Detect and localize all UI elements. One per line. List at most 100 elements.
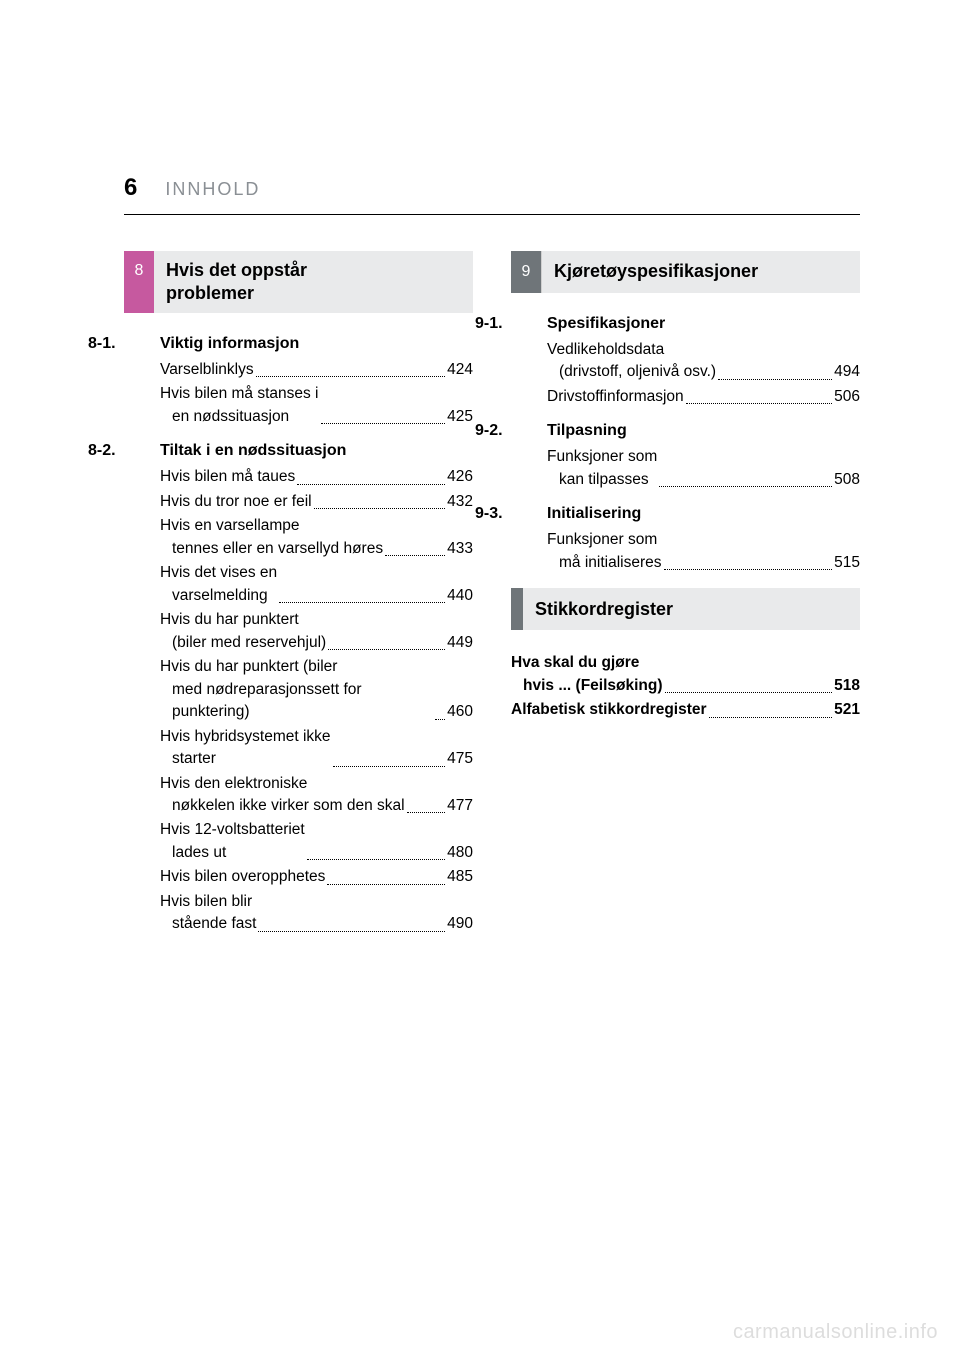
toc-page: 449: [447, 632, 473, 654]
group-title-8-2: 8-2.Tiltak i en nødssituasjon: [124, 442, 473, 460]
toc-page: 433: [447, 538, 473, 560]
toc-label-line2: tennes eller en varsellyd høres: [160, 538, 383, 560]
leader-dots: [665, 692, 833, 693]
toc-label: Hvis 12-voltsbatteriet lades ut: [160, 819, 305, 864]
toc-list-9-1: Vedlikeholdsdata (drivstoff, oljenivå osv…: [511, 339, 860, 408]
section-number-9: 9: [511, 251, 541, 293]
right-column: 9 Kjøretøyspesifikasjoner 9-1.Spesifikas…: [511, 251, 860, 950]
leader-dots: [718, 379, 832, 380]
group-label-8-1: Viktig informasjon: [160, 335, 299, 352]
leader-dots: [327, 884, 445, 885]
section-title-8-line2: problemer: [166, 283, 254, 303]
index-list: Hva skal du gjørehvis ... (Feilsøking)51…: [511, 652, 860, 721]
toc-label-line1: Hvis bilen blir: [160, 893, 252, 910]
section-title-8: Hvis det oppstår problemer: [166, 259, 307, 306]
section-header-index: Stikkordregister: [511, 588, 860, 630]
toc-label: Hvis en varsellampe tennes eller en varse…: [160, 515, 383, 560]
toc-item: Hva skal du gjørehvis ... (Feilsøking)51…: [511, 652, 860, 697]
toc-item: Drivstoffinformasjon506: [547, 386, 860, 408]
group-label-9-2: Tilpasning: [547, 422, 627, 439]
group-num-8-2: 8-2.: [124, 442, 160, 460]
toc-item: Funksjoner somkan tilpasses508: [547, 446, 860, 491]
leader-dots: [659, 486, 832, 487]
group-num-9-1: 9-1.: [511, 315, 547, 333]
toc-label-line1: Vedlikeholdsdata: [547, 341, 664, 358]
toc-item: Hvis bilen overopphetes485: [160, 866, 473, 888]
toc-label-line1: Funksjoner som: [547, 448, 657, 465]
index-title: Stikkordregister: [535, 598, 673, 621]
section-number-8: 8: [124, 251, 154, 313]
toc-label: Funksjoner somkan tilpasses: [547, 446, 657, 491]
leader-dots: [385, 555, 445, 556]
toc-page: 480: [447, 842, 473, 864]
toc-item: Vedlikeholdsdata (drivstoff, oljenivå osv…: [547, 339, 860, 384]
toc-page: 475: [447, 748, 473, 770]
toc-label: Hvis du har punktert (bilermed nødrepara…: [160, 656, 433, 723]
toc-item: Hvis du har punktert (bilermed nødrepara…: [160, 656, 473, 723]
leader-dots: [333, 766, 446, 767]
toc-item: Hvis bilen må stanses ien nødssituasjon4…: [160, 383, 473, 428]
leader-dots: [686, 403, 832, 404]
toc-label: Alfabetisk stikkordregister: [511, 699, 707, 721]
group-label-9-1: Spesifikasjoner: [547, 315, 665, 332]
toc-page: 518: [834, 675, 860, 697]
toc-label-line1: Hvis den elektroniske: [160, 775, 307, 792]
leader-dots: [709, 717, 833, 718]
toc-label: Hvis den elektroniskenøkkelen ikke virke…: [160, 773, 405, 818]
leader-dots: [407, 812, 446, 813]
leader-dots: [256, 376, 446, 377]
toc-label-line2: (biler med reservehjul): [160, 632, 326, 654]
toc-label-line1: Hvis det vises en: [160, 564, 277, 581]
toc-page: 490: [447, 913, 473, 935]
toc-page: 424: [447, 359, 473, 381]
group-title-8-1: 8-1.Viktig informasjon: [124, 335, 473, 353]
toc-label: Funksjoner sommå initialiseres: [547, 529, 662, 574]
section-header-9: 9 Kjøretøyspesifikasjoner: [511, 251, 860, 293]
toc-label: Varselblinklys: [160, 359, 254, 381]
toc-label: Drivstoffinformasjon: [547, 386, 684, 408]
toc-label: Vedlikeholdsdata (drivstoff, oljenivå osv…: [547, 339, 716, 384]
group-num-9-2: 9-2.: [511, 422, 547, 440]
toc-page: 477: [447, 795, 473, 817]
toc-item: Varselblinklys 424: [160, 359, 473, 381]
toc-item: Hvis bilen må taues 426: [160, 466, 473, 488]
toc-item: Hvis du har punktert(biler med reservehj…: [160, 609, 473, 654]
leader-dots: [328, 649, 445, 650]
toc-label: Hvis du tror noe er feil: [160, 491, 312, 513]
toc-page: 425: [447, 406, 473, 428]
toc-page: 426: [447, 466, 473, 488]
header-title: INNHOLD: [165, 179, 260, 200]
toc-label: Hvis bilen overopphetes: [160, 866, 325, 888]
page-number: 6: [124, 174, 137, 202]
toc-label-line1: Hvis du har punktert (biler: [160, 658, 337, 675]
index-tab-stub: [511, 588, 523, 630]
group-num-9-3: 9-3.: [511, 505, 547, 523]
section-title-9: Kjøretøyspesifikasjoner: [554, 260, 758, 283]
group-title-9-1: 9-1.Spesifikasjoner: [511, 315, 860, 333]
toc-item: Hvis hybridsystemet ikkestarter475: [160, 726, 473, 771]
toc-label: Hvis bilen må taues: [160, 466, 295, 488]
toc-label-line2: må initialiseres: [547, 552, 662, 574]
group-label-8-2: Tiltak i en nødssituasjon: [160, 442, 346, 459]
toc-label-line1: Hva skal du gjøre: [511, 654, 639, 671]
section-title-box-8: Hvis det oppstår problemer: [154, 251, 473, 313]
toc-page: 521: [834, 699, 860, 721]
toc-label: Hvis du har punktert(biler med reservehj…: [160, 609, 326, 654]
leader-dots: [297, 484, 445, 485]
leader-dots: [314, 508, 446, 509]
toc-label-line2: lades ut: [160, 842, 305, 864]
toc-label-line1: Hvis en varsellampe: [160, 517, 300, 534]
leader-dots: [664, 569, 833, 570]
section-title-box-9: Kjøretøyspesifikasjoner: [541, 251, 860, 293]
toc-label-line1: Hvis 12-voltsbatteriet: [160, 821, 305, 838]
page-header: 6 INNHOLD: [124, 174, 860, 202]
page: 6 INNHOLD 8 Hvis det oppstår problemer 8…: [0, 0, 960, 1358]
toc-label-line1: Hvis bilen må stanses i: [160, 385, 319, 402]
header-rule: [124, 214, 860, 215]
toc-page: 432: [447, 491, 473, 513]
toc-label-line2: (drivstoff, oljenivå osv.): [547, 361, 716, 383]
toc-item: Alfabetisk stikkordregister 521: [511, 699, 860, 721]
leader-dots: [435, 719, 445, 720]
index-title-box: Stikkordregister: [523, 588, 860, 630]
watermark: carmanualsonline.info: [733, 1321, 938, 1344]
